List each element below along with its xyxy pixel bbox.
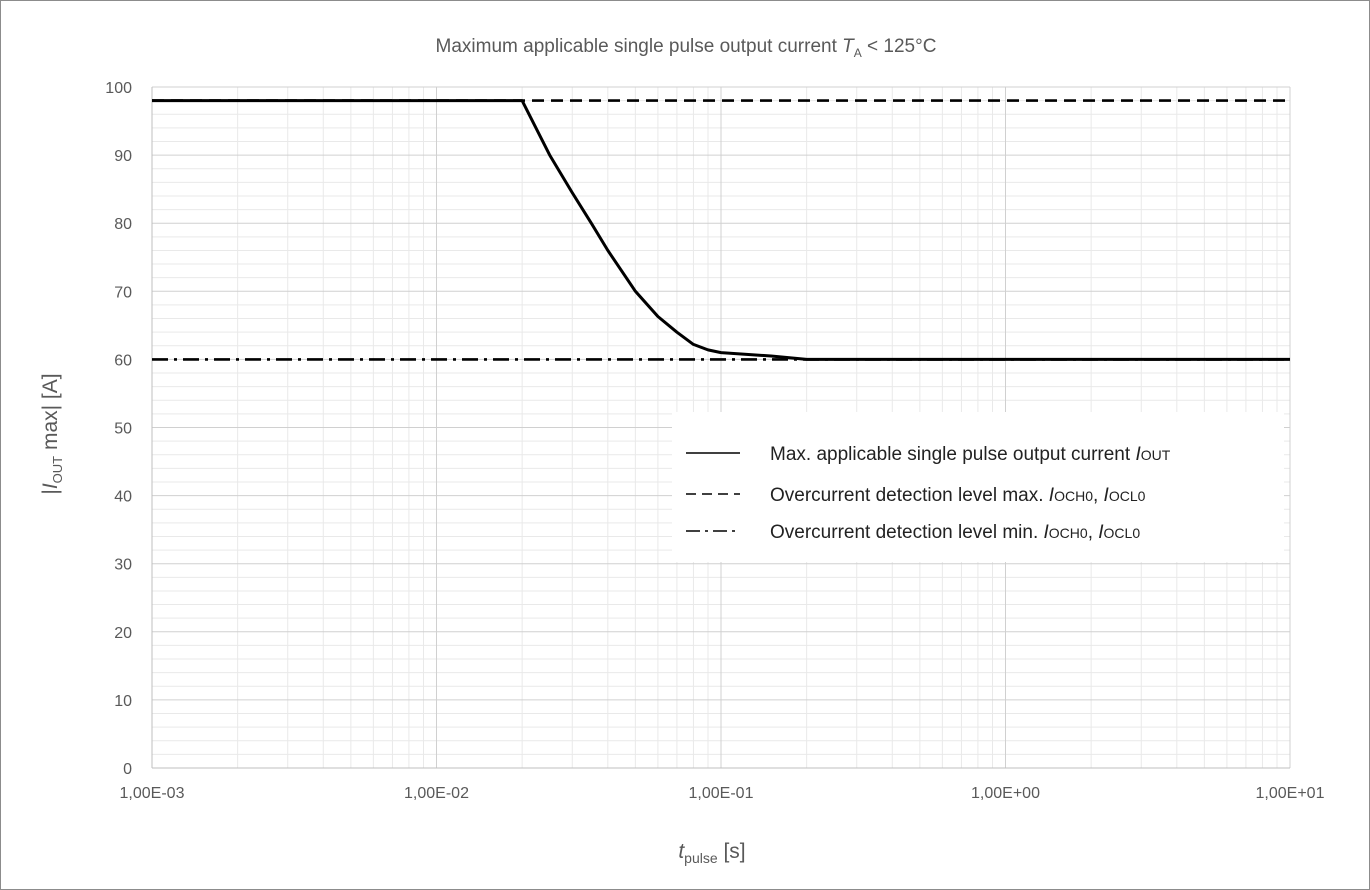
x-tick-label: 1,00E-03 [120,785,185,802]
legend-entry-oc-max: Overcurrent detection level max. IOCH0, … [770,485,1146,506]
x-axis-label: tpulse [s] [678,840,745,866]
y-tick-label: 10 [114,693,132,710]
x-tick-label: 1,00E-02 [404,785,469,802]
tick-labels: 1,00E-03 1,00E-02 1,00E-01 1,00E+00 1,00E+01… [105,80,1324,802]
chart-title: Maximum applicable single pulse output c… [436,36,937,60]
y-tick-label: 20 [114,625,132,642]
y-tick-label: 30 [114,557,132,574]
y-tick-label: 50 [114,421,132,438]
y-tick-label: 80 [114,216,132,233]
legend-background [672,412,1284,562]
y-tick-label: 40 [114,489,132,506]
axes [151,87,1290,769]
series-group [152,99,1290,361]
x-tick-label: 1,00E+01 [1256,785,1325,802]
legend-entry-max-current: Max. applicable single pulse output curr… [770,444,1171,465]
y-tick-label: 70 [114,284,132,301]
y-axis-label: |IOUT max| [A] [39,373,65,494]
x-tick-label: 1,00E-01 [689,785,754,802]
y-tick-label: 90 [114,148,132,165]
legend-entry-oc-min: Overcurrent detection level min. IOCH0, … [770,522,1140,543]
y-tick-label: 0 [123,761,132,778]
legend: Max. applicable single pulse output curr… [672,412,1284,562]
series-max-applicable-current [152,99,1290,361]
x-tick-label: 1,00E+00 [971,785,1040,802]
y-tick-label: 60 [114,352,132,369]
y-tick-label: 100 [105,80,132,97]
